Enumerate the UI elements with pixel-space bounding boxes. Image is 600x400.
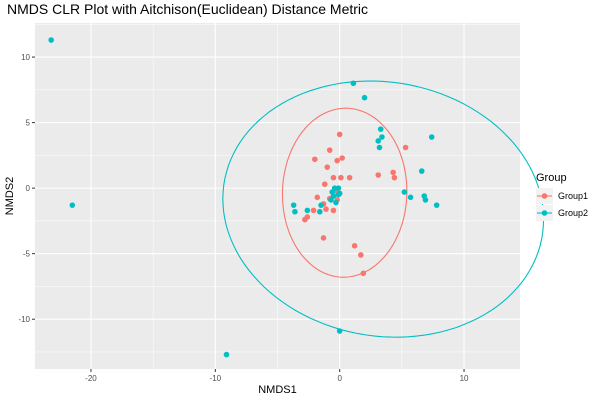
point-group1	[334, 157, 340, 164]
point-group1	[360, 270, 367, 277]
legend-title: Group	[536, 172, 567, 184]
point-group1	[326, 147, 333, 153]
minor-gridlines	[35, 23, 520, 369]
point-group1	[402, 144, 409, 151]
point-group2	[48, 37, 54, 43]
data-points	[48, 37, 440, 358]
point-group2	[335, 185, 342, 191]
point-group1	[310, 207, 317, 214]
point-group1	[321, 181, 328, 188]
point-group1	[339, 155, 345, 161]
point-group1	[391, 174, 398, 181]
point-group2	[377, 126, 384, 132]
point-group2	[316, 208, 323, 215]
legend-items: Group1 Group2	[536, 188, 588, 221]
y-tick-label: 0	[26, 184, 31, 193]
confidence-ellipses	[222, 80, 545, 338]
y-tick-label: -10	[18, 315, 30, 324]
legend-key-point	[541, 193, 548, 199]
point-group1	[314, 194, 321, 201]
point-group2	[401, 189, 408, 195]
point-group2	[328, 197, 334, 203]
point-group1	[390, 169, 396, 176]
x-axis-title: NMDS1	[258, 384, 297, 396]
legend-key-point	[541, 210, 548, 216]
x-axis-ticks: -20 -10 0 10	[85, 369, 469, 383]
legend-label: Group2	[558, 208, 588, 218]
point-group2	[433, 202, 440, 208]
point-group2	[304, 207, 311, 214]
point-group2	[336, 328, 343, 334]
point-group1	[346, 174, 353, 181]
point-group2	[422, 197, 429, 203]
point-group1	[336, 131, 343, 138]
major-gridlines	[35, 23, 520, 369]
point-group2	[418, 168, 425, 174]
point-group2	[350, 80, 357, 87]
y-axis-ticks: -10 -5 0 5 10	[18, 53, 35, 324]
point-group2	[223, 351, 230, 358]
point-group2	[333, 199, 339, 206]
legend: Group Group1 Group2	[536, 172, 588, 221]
point-group1	[338, 174, 344, 181]
point-group1	[358, 252, 364, 258]
ellipse-group1	[281, 107, 408, 278]
legend-label: Group1	[558, 191, 588, 201]
chart-title: NMDS CLR Plot with Aitchison(Euclidean) …	[7, 1, 368, 17]
y-tick-label: 5	[26, 119, 31, 128]
point-group1	[330, 207, 337, 214]
point-group2	[318, 202, 324, 208]
point-group2	[375, 138, 382, 144]
point-group1	[312, 156, 318, 163]
y-axis-title: NMDS2	[4, 177, 16, 216]
point-group1	[302, 216, 308, 223]
point-group2	[407, 194, 414, 201]
point-group1	[320, 235, 327, 241]
y-tick-label: 10	[21, 53, 30, 62]
ellipse-group2	[222, 80, 545, 338]
x-tick-label: 10	[460, 374, 469, 383]
point-group1	[330, 174, 337, 181]
y-tick-label: -5	[23, 250, 31, 259]
point-group2	[361, 94, 368, 101]
point-group1	[375, 172, 382, 178]
point-group2	[428, 134, 435, 140]
point-group2	[379, 134, 385, 140]
point-group2	[335, 191, 342, 198]
point-group2	[69, 202, 76, 208]
point-group1	[324, 164, 331, 170]
x-tick-label: -10	[210, 374, 222, 383]
x-tick-label: 0	[337, 374, 342, 383]
point-group1	[351, 243, 358, 249]
x-tick-label: -20	[85, 374, 97, 383]
point-group1	[323, 206, 329, 212]
point-group2	[376, 144, 383, 151]
point-group2	[290, 202, 297, 208]
point-group2	[292, 208, 298, 215]
